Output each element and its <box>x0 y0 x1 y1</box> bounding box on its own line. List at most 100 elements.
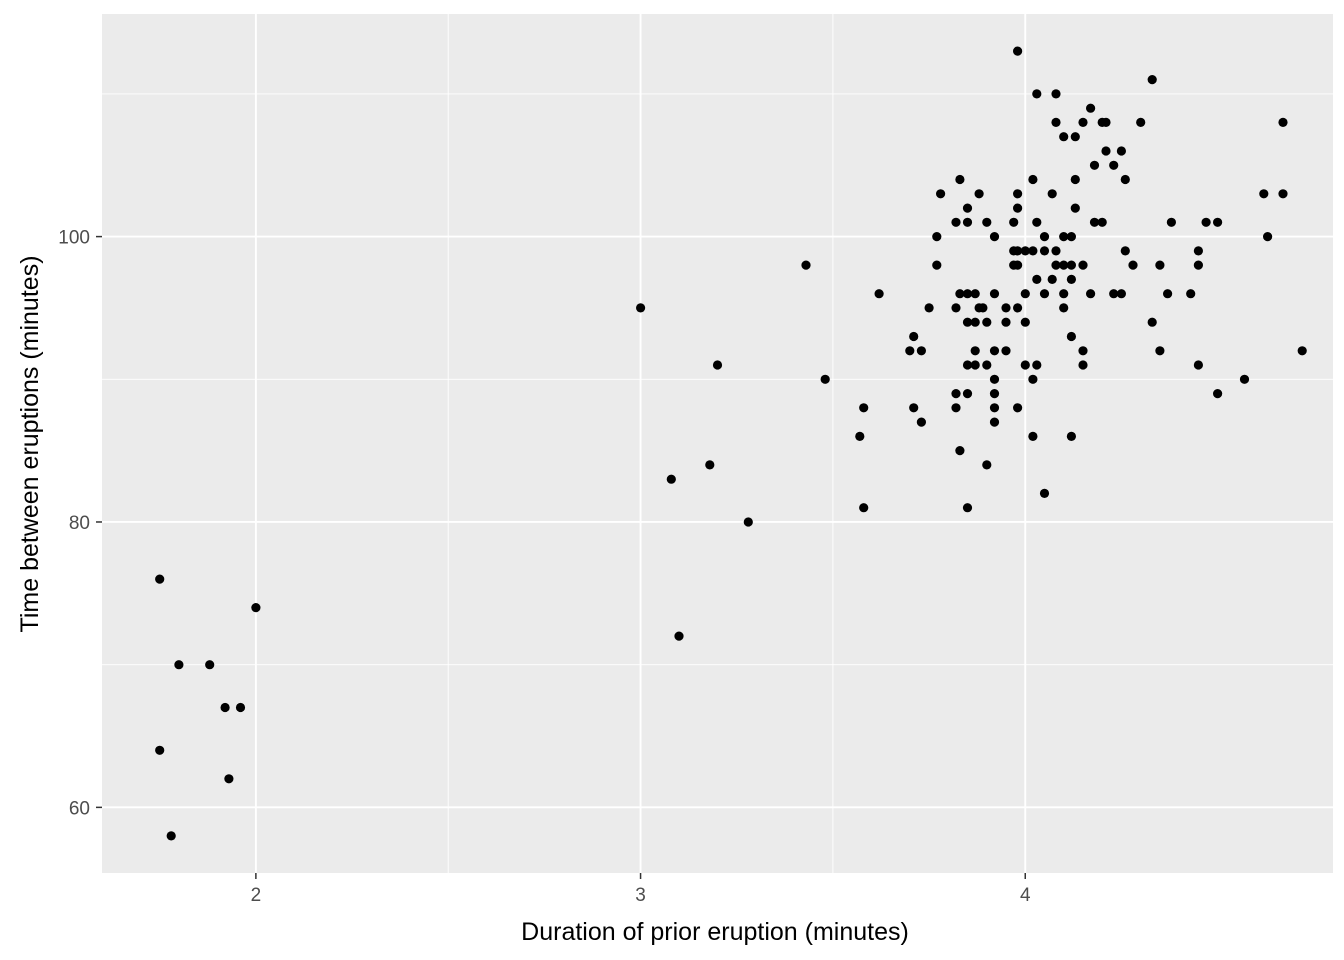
x-tick-label: 2 <box>251 885 262 906</box>
data-point <box>1101 146 1111 156</box>
data-point <box>1020 360 1030 370</box>
data-point <box>1155 346 1165 356</box>
data-point <box>1128 260 1138 270</box>
data-point <box>1013 260 1023 270</box>
data-point <box>1013 203 1023 213</box>
data-point <box>1109 160 1119 170</box>
data-point <box>924 303 934 313</box>
data-point <box>989 289 1000 299</box>
data-point <box>1078 360 1088 370</box>
data-point <box>1051 246 1061 256</box>
data-point <box>1013 46 1023 56</box>
data-point <box>1032 89 1042 99</box>
data-point <box>1001 317 1011 327</box>
data-point <box>1020 289 1030 299</box>
data-point <box>1297 346 1307 356</box>
data-point <box>1051 260 1061 270</box>
data-point <box>1066 331 1076 342</box>
data-point <box>1039 246 1050 256</box>
data-point <box>174 660 184 670</box>
data-point <box>1066 431 1076 441</box>
data-point <box>951 303 961 313</box>
data-point <box>166 831 176 841</box>
data-point <box>955 289 965 299</box>
data-point <box>1078 117 1088 127</box>
data-point <box>1032 274 1042 284</box>
data-point <box>666 474 676 484</box>
data-point <box>1147 75 1157 85</box>
data-point <box>1239 374 1250 384</box>
data-point <box>1263 232 1273 242</box>
data-point <box>1001 303 1011 313</box>
data-point <box>909 403 919 413</box>
data-point <box>1066 260 1076 270</box>
data-point <box>855 431 865 441</box>
data-point <box>1001 346 1011 356</box>
data-point <box>1028 246 1038 256</box>
data-point <box>1089 160 1100 170</box>
data-point <box>982 217 992 227</box>
data-point <box>1020 246 1030 256</box>
data-point <box>970 346 980 356</box>
data-point <box>1078 260 1088 270</box>
data-point <box>1120 246 1130 256</box>
data-point <box>989 374 1000 384</box>
data-point <box>1213 389 1223 399</box>
data-point <box>1013 189 1023 199</box>
data-point <box>743 517 753 527</box>
data-point <box>982 360 992 370</box>
data-point <box>1009 217 1019 227</box>
data-point <box>1013 246 1023 256</box>
data-point <box>1047 274 1057 284</box>
data-point <box>220 702 230 713</box>
data-point <box>1039 232 1050 242</box>
data-point <box>1078 346 1088 356</box>
data-point <box>1097 217 1107 227</box>
data-point <box>1047 189 1057 199</box>
data-point <box>674 631 684 641</box>
data-point <box>1059 232 1069 242</box>
data-point <box>820 374 830 384</box>
data-point <box>962 389 973 399</box>
data-point <box>955 174 965 185</box>
data-point <box>224 774 234 784</box>
data-point <box>874 289 884 299</box>
data-point <box>235 702 246 713</box>
data-point <box>1147 317 1157 327</box>
data-point <box>205 660 215 670</box>
data-point <box>1116 146 1126 156</box>
data-point <box>932 232 942 242</box>
data-point <box>1066 274 1076 284</box>
data-point <box>1193 360 1203 370</box>
data-point <box>251 603 261 613</box>
major-gridlines <box>102 14 1333 873</box>
data-point <box>1028 431 1038 441</box>
data-point <box>974 189 984 199</box>
data-point <box>155 574 165 584</box>
data-point <box>155 745 165 755</box>
data-point <box>932 260 942 270</box>
data-point <box>1086 103 1096 113</box>
data-point <box>1051 117 1061 127</box>
data-point <box>989 232 1000 242</box>
data-point <box>1059 303 1069 313</box>
data-point <box>859 503 869 513</box>
data-point <box>1136 117 1146 127</box>
data-point <box>1163 289 1173 299</box>
data-point <box>1116 289 1126 299</box>
data-point <box>1059 289 1069 299</box>
data-point <box>962 289 973 299</box>
minor-gridlines <box>102 14 1333 873</box>
data-point <box>1278 117 1288 127</box>
data-point <box>978 303 988 313</box>
data-point <box>989 389 1000 399</box>
data-point <box>916 346 927 356</box>
x-axis-title: Duration of prior eruption (minutes) <box>521 918 909 946</box>
data-point <box>1213 217 1223 227</box>
data-point <box>936 189 946 199</box>
data-point <box>951 389 961 399</box>
plot-panel <box>102 14 1333 873</box>
data-point <box>1155 260 1165 270</box>
data-point <box>1039 488 1050 498</box>
